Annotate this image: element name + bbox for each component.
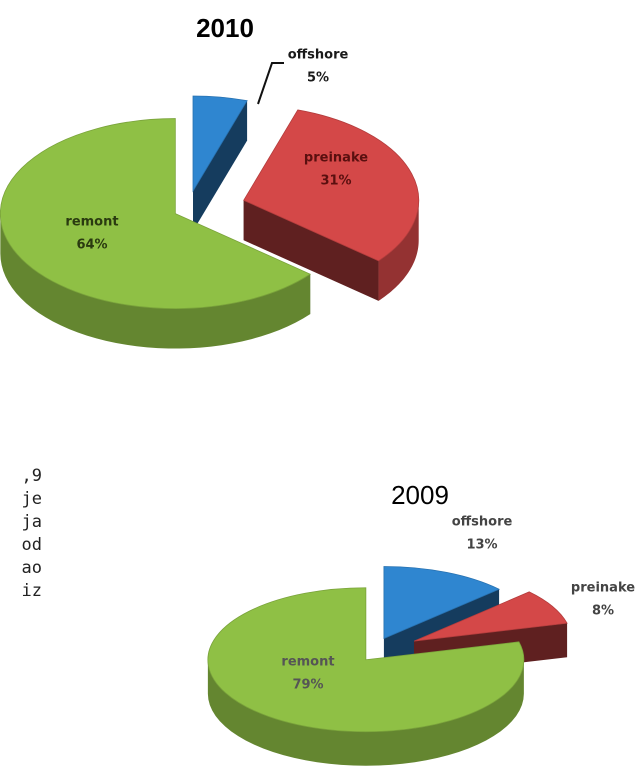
chart-title: 2010 <box>196 13 254 43</box>
text-fragment: iz <box>22 581 42 601</box>
slice-side <box>0 213 311 349</box>
slice-label: remont <box>281 655 334 670</box>
text-fragment: je <box>22 489 42 509</box>
text-fragment: ao <box>22 558 42 578</box>
slice-value-label: 31% <box>320 174 351 189</box>
slice <box>383 566 501 640</box>
slice-cut-face <box>243 200 379 301</box>
slice-side <box>378 200 419 301</box>
text-fragment: ,9 <box>22 466 42 486</box>
slice <box>207 587 525 733</box>
slice-value-label: 5% <box>307 71 329 86</box>
slice <box>192 95 248 193</box>
slice-value-label: 79% <box>292 678 323 693</box>
text-fragments: ,9 je ja od ao iz <box>22 466 42 601</box>
slice-side <box>207 659 524 766</box>
pie-chart: 2010 offshore 5% preinake 31% remont 64% <box>0 13 420 349</box>
slice <box>243 109 420 262</box>
slice-label: offshore <box>288 48 349 63</box>
slice-value-label: 8% <box>592 604 614 619</box>
slice-label: offshore <box>452 515 513 530</box>
slice-value-label: 64% <box>76 238 107 253</box>
leader-line <box>257 62 284 105</box>
slice-cut-face <box>193 100 248 232</box>
slice-value-label: 13% <box>466 538 497 553</box>
slice-label: preinake <box>304 151 368 166</box>
slice-label: preinake <box>571 581 635 596</box>
slice <box>413 591 568 642</box>
slice <box>0 118 312 309</box>
slice-label: remont <box>65 215 118 230</box>
chart-title: 2009 <box>391 480 449 510</box>
text-fragment: od <box>22 535 42 555</box>
text-fragment: ja <box>22 512 42 532</box>
